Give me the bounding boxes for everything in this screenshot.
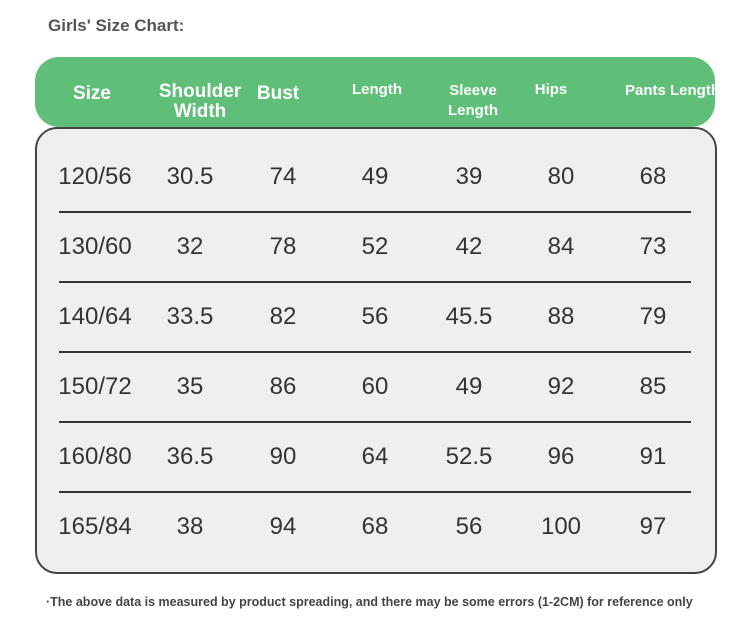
column-header: Hips — [534, 81, 568, 98]
column-header: Length — [352, 81, 402, 98]
table-cell: 79 — [639, 303, 667, 330]
table-cell: 68 — [361, 513, 389, 540]
table-cell: 56 — [361, 303, 389, 330]
table-cell: 92 — [547, 373, 575, 400]
table-cell: 82 — [269, 303, 297, 330]
column-header: Shoulder Width — [158, 81, 242, 122]
row-separator — [59, 281, 691, 283]
table-cell: 90 — [269, 443, 297, 470]
table-cell: 86 — [269, 373, 297, 400]
table-cell: 32 — [176, 233, 204, 260]
table-cell: 49 — [455, 373, 483, 400]
table-cell: 56 — [455, 513, 483, 540]
table-cell: 96 — [547, 443, 575, 470]
row-separator — [59, 421, 691, 423]
title: Girls' Size Chart: — [48, 16, 185, 35]
table-cell: 33.5 — [166, 303, 214, 330]
table-cell: 39 — [455, 163, 483, 190]
table-cell: 52 — [361, 233, 389, 260]
table-cell: 160/80 — [58, 443, 132, 470]
table-cell: 85 — [639, 373, 667, 400]
column-header: Size — [72, 83, 112, 104]
table-cell: 80 — [547, 163, 575, 190]
column-header: Pants Length — [625, 82, 721, 99]
table-cell: 97 — [639, 513, 667, 540]
footnote: ·The above data is measured by product s… — [46, 595, 693, 609]
table-cell: 84 — [547, 233, 575, 260]
row-separator — [59, 491, 691, 493]
row-separator — [59, 351, 691, 353]
table-cell: 42 — [455, 233, 483, 260]
table-cell: 38 — [176, 513, 204, 540]
table-cell: 150/72 — [58, 373, 132, 400]
table-cell: 73 — [639, 233, 667, 260]
table-cell: 60 — [361, 373, 389, 400]
table-cell: 88 — [547, 303, 575, 330]
table-cell: 120/56 — [58, 163, 132, 190]
table-cell: 91 — [639, 443, 667, 470]
table-cell: 45.5 — [445, 303, 493, 330]
column-header: Bust — [256, 83, 300, 104]
table-cell: 140/64 — [58, 303, 132, 330]
table-cell: 130/60 — [58, 233, 132, 260]
table-cell: 64 — [361, 443, 389, 470]
table-cell: 36.5 — [166, 443, 214, 470]
table-cell: 30.5 — [166, 163, 214, 190]
table-cell: 165/84 — [58, 513, 132, 540]
table-cell: 74 — [269, 163, 297, 190]
table-cell: 94 — [269, 513, 297, 540]
table-cell: 68 — [639, 163, 667, 190]
table-cell: 35 — [176, 373, 204, 400]
column-header: Sleeve Length — [448, 82, 498, 119]
table-cell: 49 — [361, 163, 389, 190]
table-cell: 78 — [269, 233, 297, 260]
row-separator — [59, 211, 691, 213]
table-cell: 52.5 — [445, 443, 493, 470]
table-cell: 100 — [540, 513, 582, 540]
table-header: Size Shoulder Width Bust Length Sleeve Lengt… — [35, 57, 720, 127]
table-body: 120/56 30.5 74 49 39 80 68 130/60 32 78 52 42 84 73 14… — [35, 127, 717, 574]
